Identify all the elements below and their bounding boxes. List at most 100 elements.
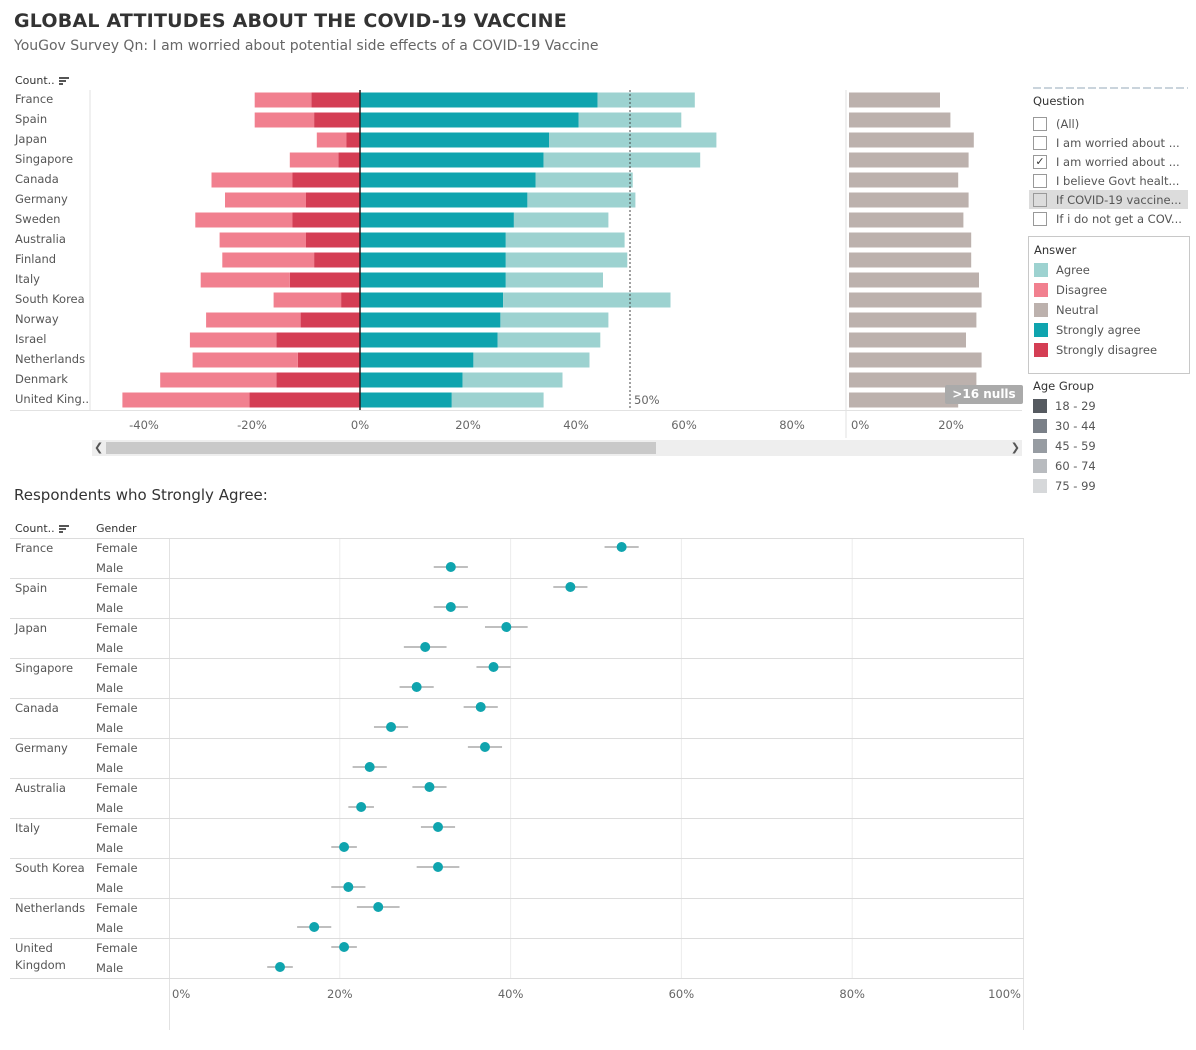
legend-label: Strongly disagree: [1056, 343, 1158, 357]
age-legend-item-30-44[interactable]: 30 - 44: [1033, 416, 1188, 436]
bar-norway-agree: [500, 312, 609, 328]
dot-spain-female: [565, 582, 576, 592]
country-label-spain: Spain: [15, 112, 48, 126]
bar-south-korea-strongly-agree: [360, 292, 504, 308]
dot-south-korea-male: [343, 882, 354, 892]
legend-label: Disagree: [1056, 283, 1108, 297]
answer-legend-item-disagree[interactable]: Disagree: [1034, 280, 1189, 300]
dot-canada-male: [386, 722, 397, 732]
gender-label-male: Male: [96, 561, 124, 575]
dot-japan-female: [501, 622, 512, 632]
country-label-italy: Italy: [15, 272, 40, 286]
legend-swatch: [1034, 323, 1048, 337]
question-option-2[interactable]: ✓ I am worried about ...: [1033, 152, 1188, 171]
bar-netherlands-neutral: [849, 352, 982, 368]
checkbox-icon[interactable]: [1033, 116, 1047, 131]
gender-label-female: Female: [96, 581, 138, 595]
bar-australia-strongly-agree: [360, 232, 506, 248]
bar-united-king-neutral: [849, 392, 959, 408]
bar-united-king-strongly-agree: [360, 392, 452, 408]
gender-label-female: Female: [96, 781, 138, 795]
reference-line-label: 50%: [634, 393, 660, 407]
legend-label: 30 - 44: [1055, 419, 1096, 433]
gender-label-male: Male: [96, 921, 124, 935]
dot-japan-male: [420, 642, 431, 652]
bar-germany-strongly-agree: [360, 192, 528, 208]
dot-south-korea-female: [433, 862, 444, 872]
checkbox-icon[interactable]: [1033, 173, 1047, 188]
country-sort-header[interactable]: Count..: [15, 74, 69, 87]
legend-swatch: [1033, 399, 1047, 413]
checkbox-checked-icon[interactable]: ✓: [1033, 154, 1047, 169]
question-option-1[interactable]: I am worried about ...: [1033, 133, 1188, 152]
nulls-indicator[interactable]: >16 nulls: [945, 385, 1023, 404]
gender-label-female: Female: [96, 541, 138, 555]
question-option-label: I am worried about ...: [1056, 135, 1180, 150]
legend-swatch: [1034, 263, 1048, 277]
answer-legend-title: Answer: [1034, 243, 1077, 257]
checkbox-icon[interactable]: [1033, 135, 1047, 150]
scrollbar-thumb[interactable]: [106, 442, 656, 454]
question-option-label: I am worried about ...: [1056, 154, 1180, 169]
bar-spain-strongly-agree: [360, 112, 579, 128]
bar-norway-strongly-disagree: [300, 312, 360, 328]
age-group-legend-title: Age Group: [1033, 379, 1094, 393]
bar-italy-strongly-agree: [360, 272, 506, 288]
bar-israel-disagree: [189, 332, 277, 348]
legend-label: 45 - 59: [1055, 439, 1096, 453]
section2-country-sort-header[interactable]: Count..: [15, 522, 69, 535]
answer-legend-item-strongly-agree[interactable]: Strongly agree: [1034, 320, 1189, 340]
age-legend-item-18-29[interactable]: 18 - 29: [1033, 396, 1188, 416]
bar-canada-neutral: [849, 172, 959, 188]
bar-canada-strongly-disagree: [292, 172, 360, 188]
question-filter-title: Question: [1033, 94, 1085, 108]
question-option-0[interactable]: (All): [1033, 114, 1188, 133]
age-legend-item-75-99[interactable]: 75 - 99: [1033, 476, 1188, 496]
neutral-axis-tick: 0%: [851, 418, 869, 432]
dashboard-subtitle: YouGov Survey Qn: I am worried about pot…: [14, 38, 599, 54]
sort-descending-icon[interactable]: [58, 525, 69, 533]
answer-legend-item-neutral[interactable]: Neutral: [1034, 300, 1189, 320]
legend-label: 75 - 99: [1055, 479, 1096, 493]
bar-japan-neutral: [849, 132, 974, 148]
gender-label-male: Male: [96, 881, 124, 895]
question-option-label: I believe Govt healt...: [1056, 173, 1180, 188]
dot-australia-male: [356, 802, 367, 812]
bar-france-strongly-disagree: [311, 92, 360, 108]
bar-sweden-disagree: [195, 212, 293, 228]
bar-italy-disagree: [200, 272, 290, 288]
bar-italy-strongly-disagree: [289, 272, 360, 288]
question-option-4[interactable]: If COVID-19 vaccine...: [1029, 190, 1188, 209]
country-label-sweden: Sweden: [15, 212, 61, 226]
age-legend-item-60-74[interactable]: 60 - 74: [1033, 456, 1188, 476]
bar-france-strongly-agree: [360, 92, 598, 108]
horizontal-scrollbar[interactable]: ❮ ❯: [92, 440, 1022, 456]
bar-israel-agree: [497, 332, 601, 348]
dot-country-label-spain: Spain: [15, 581, 48, 595]
legend-swatch: [1033, 479, 1047, 493]
main-axis-tick: 20%: [455, 418, 481, 432]
bar-israel-strongly-agree: [360, 332, 498, 348]
question-option-5[interactable]: If i do not get a COV...: [1033, 209, 1188, 228]
bar-united-king-strongly-disagree: [249, 392, 360, 408]
bar-norway-neutral: [849, 312, 977, 328]
age-legend-item-45-59[interactable]: 45 - 59: [1033, 436, 1188, 456]
dot-canada-female: [475, 702, 486, 712]
dot-country-label-australia: Australia: [15, 781, 66, 795]
checkbox-icon[interactable]: [1033, 211, 1047, 226]
dot-axis-tick: 80%: [839, 987, 865, 1001]
question-option-3[interactable]: I believe Govt healt...: [1033, 171, 1188, 190]
country-label-united-king: United King..: [15, 392, 90, 406]
sort-descending-icon[interactable]: [58, 77, 69, 85]
scroll-left-icon[interactable]: ❮: [94, 441, 104, 454]
main-axis-tick: -20%: [237, 418, 267, 432]
answer-legend-item-agree[interactable]: Agree: [1034, 260, 1189, 280]
dot-australia-female: [424, 782, 435, 792]
gender-label-female: Female: [96, 701, 138, 715]
checkbox-icon[interactable]: [1033, 192, 1047, 207]
answer-legend-item-strongly-disagree[interactable]: Strongly disagree: [1034, 340, 1189, 360]
country-label-netherlands: Netherlands: [15, 352, 86, 366]
country-header-label: Count..: [15, 74, 55, 87]
scroll-right-icon[interactable]: ❯: [1010, 441, 1020, 454]
